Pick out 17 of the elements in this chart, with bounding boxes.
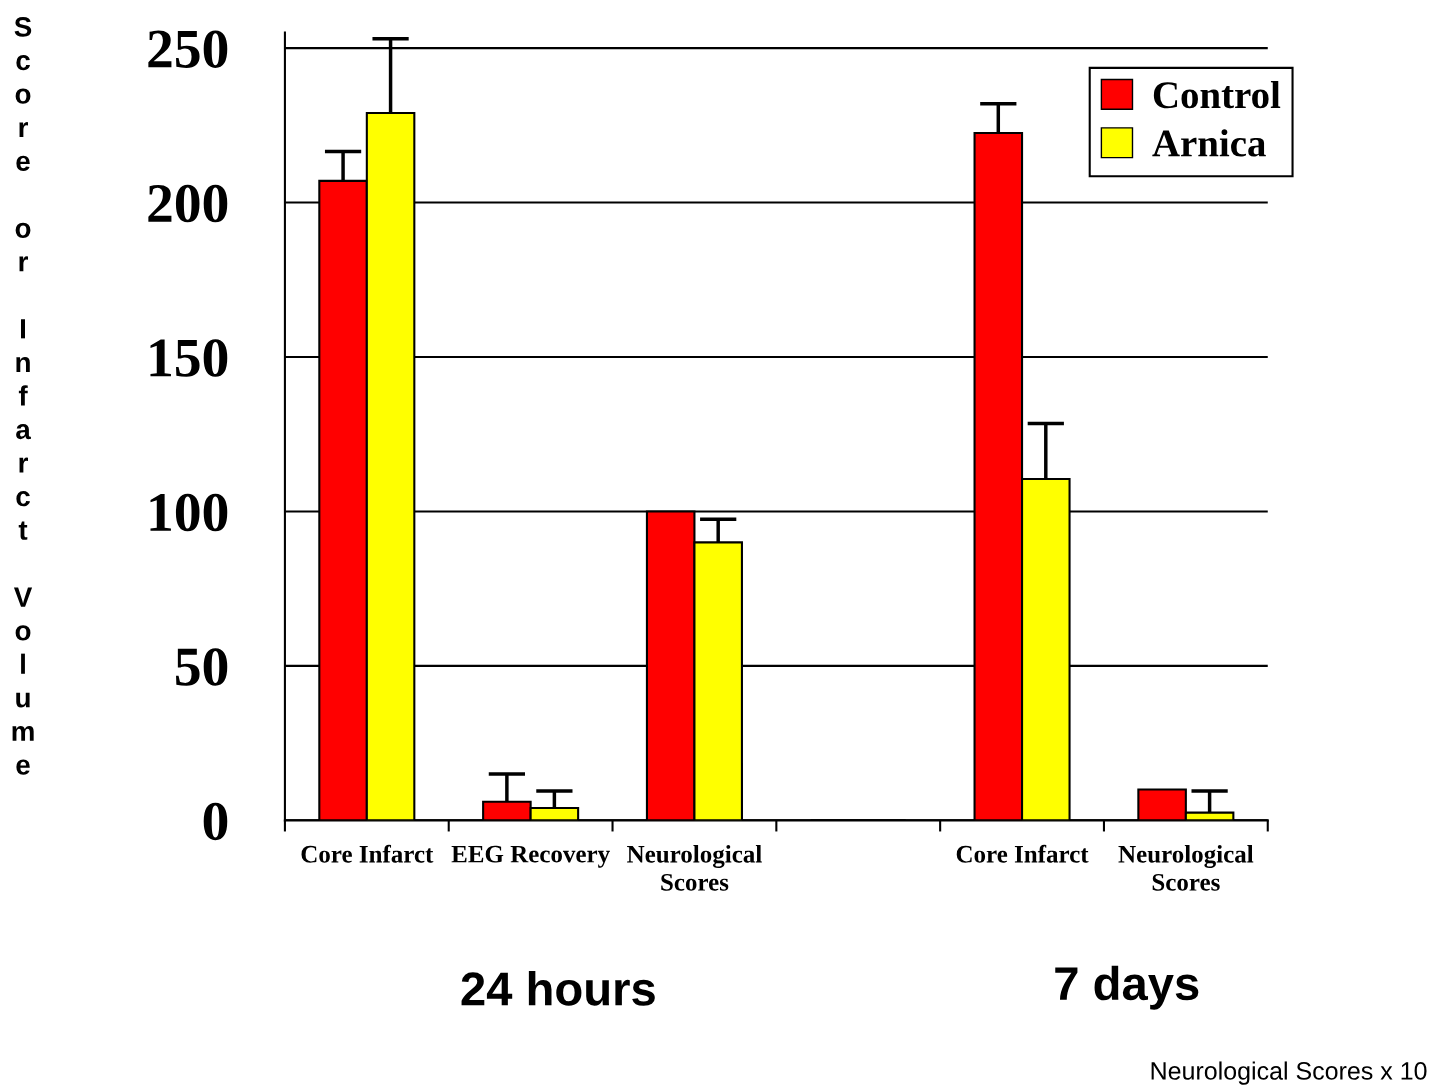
x-tick-label: Neurological Scores: [1118, 845, 1254, 891]
legend-label: Arnica: [1152, 129, 1266, 157]
y-tick-label: 150: [150, 339, 228, 377]
text: Score or Infarct Volume: [12, 17, 34, 775]
y-tick-label: 200: [148, 184, 228, 223]
x-tick-label: EEG Recovery: [451, 845, 610, 868]
x-tick-label: Neurological Scores: [627, 845, 762, 891]
y-tick-label: 100: [150, 493, 228, 532]
x-tick-label: Core Infarct: [956, 844, 1089, 863]
y-tick-label: 250: [148, 30, 228, 68]
text: 24 hours: [461, 971, 655, 1006]
text: Neurological Scores x 10: [1151, 1061, 1427, 1085]
y-tick-label: 50: [176, 648, 228, 686]
y-tick-label: 0: [203, 802, 228, 841]
text: 7 days: [1055, 965, 1199, 1010]
x-tick-label: Core Infarct: [301, 844, 434, 863]
legend-label: Control: [1153, 80, 1281, 109]
